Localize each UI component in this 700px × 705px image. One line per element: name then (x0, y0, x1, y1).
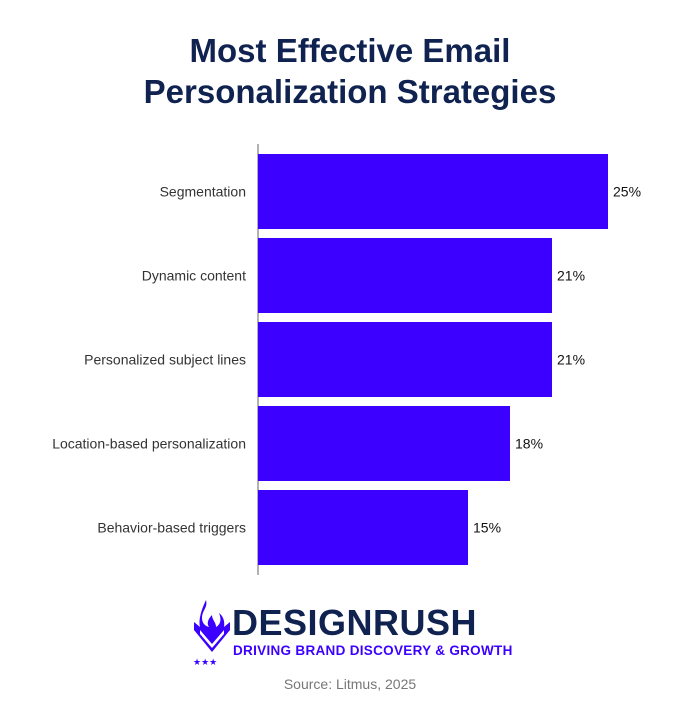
brand-name: DESIGNRUSH (232, 602, 478, 643)
chart-title-line-1: Most Effective Email (189, 32, 511, 69)
chart-title: Most Effective Email Personalization Str… (0, 30, 700, 112)
chart-title-line-2: Personalization Strategies (143, 73, 557, 110)
designrush-logo: ★★★ DESIGNRUSH DRIVING BRAND DISCOVERY &… (190, 598, 520, 668)
source-note: Source: Litmus, 2025 (283, 676, 417, 692)
value-label-5: 15% (473, 520, 501, 536)
category-label-4: Location-based personalization (52, 436, 246, 452)
bar-chart: Segmentation 25% Dynamic content 21% Persona… (52, 144, 641, 575)
bar-3 (258, 322, 552, 397)
value-label-3: 21% (557, 352, 585, 368)
bar-4 (258, 406, 510, 481)
category-label-5: Behavior-based triggers (97, 520, 246, 536)
brand-tagline: DRIVING BRAND DISCOVERY & GROWTH (233, 643, 513, 658)
value-label-2: 21% (557, 268, 585, 284)
category-label-1: Segmentation (160, 184, 246, 200)
value-label-1: 25% (613, 184, 641, 200)
category-label-2: Dynamic content (142, 268, 246, 284)
flame-v-icon: ★★★ (193, 600, 230, 668)
category-label-3: Personalized subject lines (84, 352, 246, 368)
value-label-4: 18% (515, 436, 543, 452)
svg-text:★★★: ★★★ (193, 658, 217, 668)
bar-1 (258, 154, 608, 229)
bar-5 (258, 490, 468, 565)
bar-2 (258, 238, 552, 313)
